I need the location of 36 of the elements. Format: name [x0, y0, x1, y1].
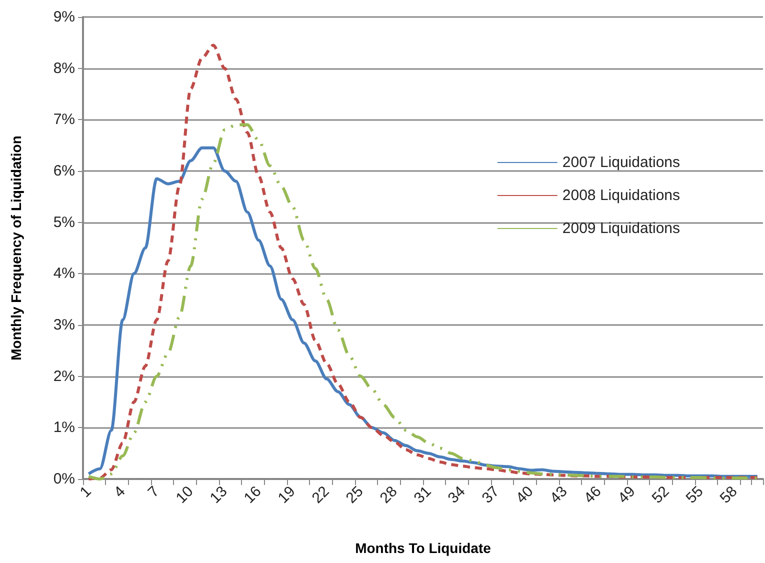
y-tick-label: 2%	[53, 368, 75, 385]
y-tick-label: 6%	[53, 162, 75, 180]
x-tick-label: 43	[546, 482, 571, 507]
y-axis-title: Monthly Frequency of Liquidation	[8, 136, 24, 360]
x-tick-label: 10	[172, 482, 197, 507]
y-tick-label: 3%	[53, 316, 75, 334]
x-tick-label: 46	[580, 482, 605, 507]
y-tick-label: 5%	[53, 214, 75, 231]
y-tick-label: 0%	[53, 470, 75, 488]
x-tick-label: 40	[512, 482, 537, 507]
x-tick-label: 58	[716, 482, 741, 507]
line-series	[87, 44, 759, 480]
x-tick-label: 22	[308, 482, 333, 507]
x-tick-label: 19	[274, 482, 299, 507]
x-tick-label: 31	[410, 482, 435, 507]
y-tick-label: 4%	[53, 265, 75, 282]
x-tick-label: 4	[110, 482, 129, 501]
x-tick-label: 37	[478, 482, 503, 507]
x-tick-label: 28	[376, 482, 401, 507]
y-tick-label: 7%	[53, 111, 75, 128]
y-tick-label: 8%	[53, 60, 75, 77]
x-tick-label: 49	[614, 482, 639, 507]
x-tick-label: 55	[682, 482, 707, 507]
x-tick-label: 34	[444, 482, 469, 507]
legend-label: 2009 Liquidations	[562, 220, 680, 237]
legend-label: 2008 Liquidations	[562, 187, 680, 204]
x-tick-label: 16	[240, 482, 265, 507]
x-tick-label: 52	[648, 482, 673, 507]
x-tick-label: 13	[206, 482, 231, 507]
x-tick-label: 1	[76, 482, 95, 501]
x-tick-label: 25	[342, 482, 367, 507]
legend-label: 2007 Liquidations	[562, 154, 680, 171]
x-axis-title: Months To Liquidate	[355, 540, 492, 556]
x-tick-label: 7	[144, 482, 163, 501]
y-tick-label: 1%	[53, 419, 75, 436]
y-tick-label: 9%	[53, 8, 75, 26]
